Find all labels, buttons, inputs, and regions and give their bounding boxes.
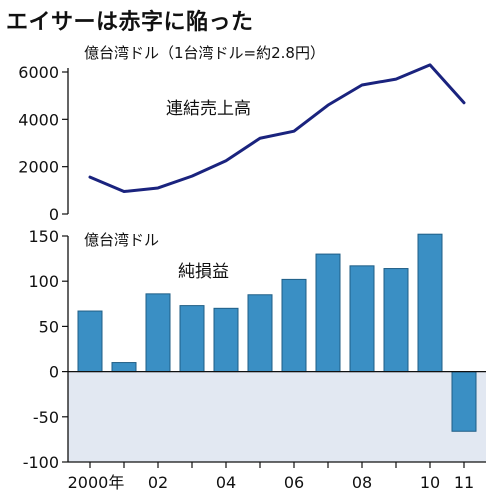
line-y-tick-label: 2000 bbox=[18, 158, 59, 177]
bar-y-tick-label: -100 bbox=[23, 453, 59, 472]
bar-y-tick-label: 0 bbox=[49, 363, 59, 382]
bar bbox=[451, 371, 477, 432]
bar bbox=[213, 307, 239, 373]
sales-series-label: 連結売上高 bbox=[166, 99, 251, 119]
x-tick-label: 2000年 bbox=[68, 473, 125, 492]
negative-region bbox=[68, 371, 486, 462]
bar bbox=[247, 294, 273, 373]
bar-unit-label: 億台湾ドル bbox=[84, 231, 159, 249]
x-tick-label: 08 bbox=[352, 473, 372, 492]
line-unit-label: 億台湾ドル（1台湾ドル=約2.8円） bbox=[84, 44, 325, 62]
bar bbox=[77, 310, 103, 373]
bar bbox=[179, 305, 205, 373]
x-tick-label: 04 bbox=[216, 473, 236, 492]
bar bbox=[111, 362, 137, 373]
bar bbox=[145, 293, 171, 373]
line-y-tick-label: 4000 bbox=[18, 110, 59, 129]
bar-y-tick-label: -50 bbox=[33, 408, 59, 427]
x-tick-label: 11 bbox=[454, 473, 474, 492]
chart-title: エイサーは赤字に陥った bbox=[6, 10, 254, 35]
line-y-tick-label: 6000 bbox=[18, 63, 59, 82]
bar bbox=[383, 268, 409, 373]
bar-y-tick-label: 150 bbox=[28, 227, 59, 246]
bar bbox=[417, 233, 443, 373]
bar bbox=[315, 253, 341, 373]
bar-y-tick-label: 100 bbox=[28, 272, 59, 291]
line-y-tick-label: 0 bbox=[49, 205, 59, 224]
bar-y-tick-label: 50 bbox=[39, 317, 59, 336]
net-income-series-label: 純損益 bbox=[178, 262, 229, 282]
x-tick-label: 02 bbox=[148, 473, 168, 492]
x-tick-label: 06 bbox=[284, 473, 304, 492]
sales-line-chart: 0 2000 4000 6000 億台湾ドル（1台湾ドル=約2.8円） 連結売上高 bbox=[18, 44, 466, 224]
bar bbox=[281, 278, 307, 373]
x-tick-label: 10 bbox=[420, 473, 440, 492]
sales-line bbox=[88, 63, 466, 194]
bar bbox=[349, 265, 375, 373]
